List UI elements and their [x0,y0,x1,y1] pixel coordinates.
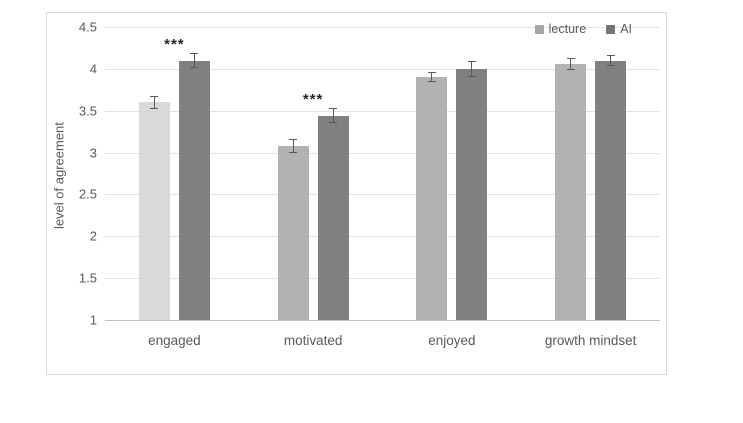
significance-stars: *** [302,91,324,109]
gridline [105,68,660,70]
error-bar-line [153,95,155,110]
bar-AI-engaged [178,52,210,320]
legend-label-lecture: lecture [548,22,587,36]
error-bar-cap [289,151,298,153]
bar-AI-motivated [317,108,349,320]
error-bar-line [193,52,195,69]
gridline [105,110,660,112]
legend-item-lecture: lecture [534,22,587,36]
error-bar-line [431,72,433,83]
error-bar-line [471,60,473,78]
y-axis-tick-label: 1.5 [78,270,97,286]
error-bar-cap [427,81,436,83]
bar-group-motivated [244,27,383,320]
bar-group-growth-mindset [521,27,660,320]
bar-lecture-enjoyed [416,72,448,320]
error-bar [467,60,476,78]
error-bar-cap [329,108,338,110]
bar-group-enjoyed [383,27,522,320]
error-bar [566,57,575,70]
x-axis-line [105,320,660,321]
chart-frame: level of agreement *** *** 4.5 4 3.5 3 2.5 2 1.… [46,12,667,375]
bar-lecture-motivated [277,139,309,320]
y-axis-tick-label: 2.5 [78,186,97,202]
gridline [105,278,660,280]
error-bar [427,72,436,83]
error-bar-cap [566,57,575,59]
error-bar-cap [606,65,615,67]
error-bar-line [332,108,334,124]
y-axis-tick-label: 3 [89,145,97,161]
x-axis-label: motivated [283,333,343,348]
legend-swatch-ai [606,24,616,34]
legend-swatch-lecture [534,24,544,34]
y-axis-tick-label: 2 [89,228,97,244]
gridline [105,194,660,196]
y-axis-tick-label: 3.5 [78,103,97,119]
bar-AI-growth-mindset [595,54,627,320]
error-bar-cap [289,139,298,141]
x-axis-label: engaged [148,333,201,348]
error-bar-cap [190,52,199,54]
plot-area: *** *** [105,27,660,320]
x-axis-label: enjoyed [428,333,476,348]
error-bar-cap [150,95,159,97]
error-bar-line [610,54,612,67]
legend-item-ai: AI [606,22,632,36]
x-axis-label: growth mindset [544,333,637,348]
y-axis-tick-label: 4.5 [78,19,97,35]
error-bar-cap [467,76,476,78]
gridline [105,27,660,28]
error-bar-cap [467,60,476,62]
y-axis-title: level of agreement [52,122,67,229]
bar-AI-enjoyed [456,60,488,320]
error-bar [150,95,159,110]
error-bar-line [292,139,294,153]
error-bar [606,54,615,67]
y-axis-tick-label: 1 [89,312,97,328]
error-bar-cap [190,67,199,69]
error-bar-line [570,57,572,70]
bar-lecture-growth-mindset [555,57,587,320]
gridline [105,152,660,154]
error-bar-cap [150,108,159,110]
error-bar [289,139,298,153]
error-bar [329,108,338,124]
significance-stars: *** [164,35,185,53]
error-bar [190,52,199,69]
error-bar-cap [329,122,338,124]
gridline [105,236,660,238]
legend-label-ai: AI [620,22,632,36]
bar-lecture-engaged [138,95,170,320]
y-axis-title-text: level of agreement [51,122,67,230]
error-bar-cap [566,68,575,70]
bar-group-engaged [105,27,244,320]
error-bar-cap [427,72,436,74]
y-axis-tick-label: 4 [89,61,97,77]
error-bar-cap [606,54,615,56]
legend: lecture AI [534,22,632,36]
